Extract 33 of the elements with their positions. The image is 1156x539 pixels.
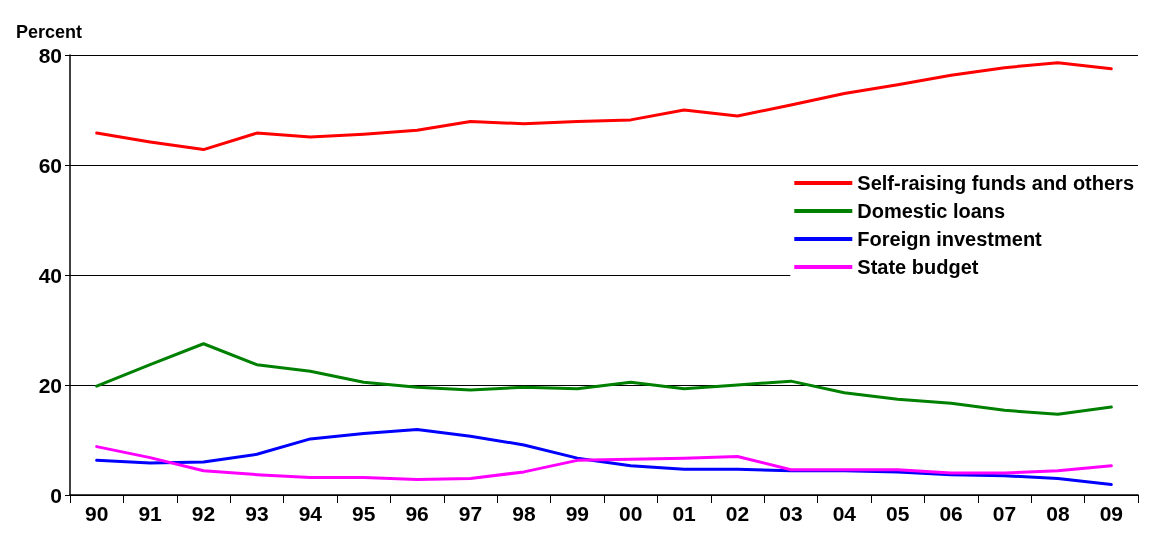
y-tick-label: 40 [38, 263, 62, 287]
x-tick-label: 04 [832, 502, 857, 525]
y-tick-label: 0 [50, 483, 62, 507]
x-tick-label: 94 [298, 502, 323, 525]
legend-label: Self-raising funds and others [857, 172, 1134, 194]
x-tick-label: 93 [245, 502, 269, 525]
x-tick-label: 02 [725, 502, 750, 525]
x-tick-label: 99 [565, 502, 589, 525]
line-series [95, 342, 1113, 416]
x-tick-label: 00 [619, 502, 643, 525]
x-tick-label: 07 [992, 502, 1017, 525]
x-tick-label: 05 [886, 502, 910, 525]
line-series [95, 61, 1113, 152]
x-tick-label: 97 [458, 502, 483, 525]
line-series [95, 445, 1113, 482]
y-axis-title: Percent [16, 22, 83, 42]
x-tick-label: 06 [939, 502, 963, 525]
x-tick-label: 92 [191, 502, 216, 525]
x-tick-label: 98 [512, 502, 536, 525]
y-tick-label: 80 [38, 43, 62, 67]
x-tick-label: 01 [672, 502, 697, 525]
legend-label: State budget [857, 256, 979, 278]
x-tick-label: 96 [405, 502, 429, 525]
legend-label: Domestic loans [857, 200, 1006, 222]
x-tick-label: 95 [352, 502, 376, 525]
x-tick-label: 03 [779, 502, 803, 525]
legend-label: Foreign investment [857, 228, 1043, 250]
x-tick-label: 91 [138, 502, 163, 525]
x-tick-label: 09 [1099, 502, 1123, 525]
x-tick-label: 90 [85, 502, 109, 525]
y-tick-label: 20 [38, 373, 62, 397]
y-tick-label: 60 [38, 153, 62, 177]
x-tick-label: 08 [1046, 502, 1070, 525]
